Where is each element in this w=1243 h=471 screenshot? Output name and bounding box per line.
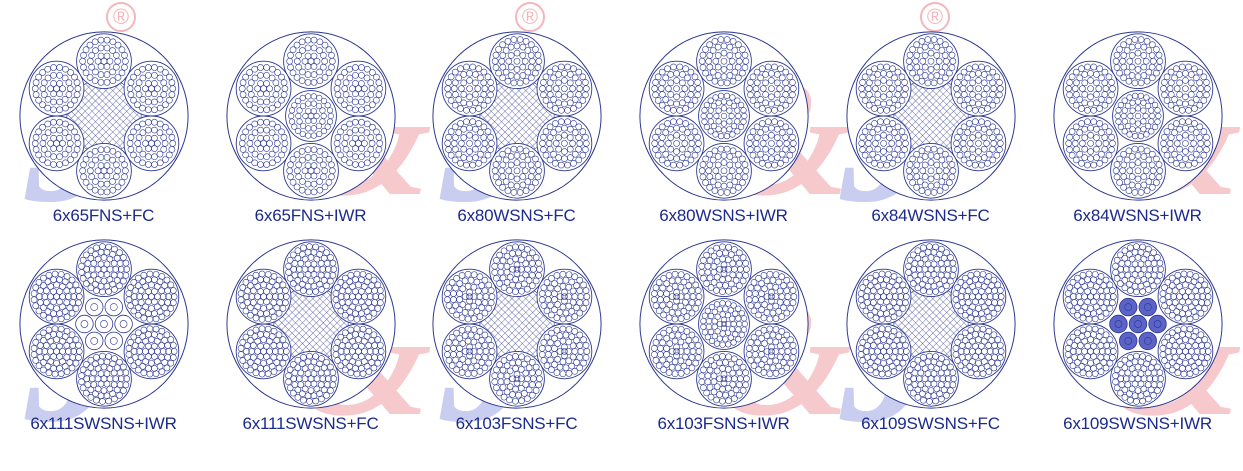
rope-label: 6x80WSNS+IWR [659,206,788,225]
rope-diagram: 6x84WSNS+FC [827,28,1034,226]
rope-label: 6x65FNS+FC [52,206,155,225]
registered-mark-icon: ® [515,2,545,32]
rope-cross-section [225,31,396,201]
rope-diagram: 6x80WSNS+FC [413,28,620,226]
rope-diagram: 6x111SWSNS+FC [207,236,414,434]
rope-diagram: 6x84WSNS+IWR [1034,28,1241,226]
rope-label: 6x80WSNS+FC [457,206,576,225]
rope-diagram: 6x65FNS+IWR [207,28,414,226]
rope-label: 6x84WSNS+IWR [1073,206,1202,225]
rope-cross-section [638,31,809,201]
registered-mark-icon: ® [106,2,136,32]
rope-label: 6x109SWSNS+IWR [1063,414,1212,433]
rope-diagram: 6x80WSNS+IWR [620,28,827,226]
rope-diagram: 6x111SWSNS+IWR [0,236,207,434]
rope-cross-section [431,31,602,201]
rope-diagram: 6x103FSNS+FC [413,236,620,434]
rope-label: 6x111SWSNS+IWR [30,414,177,433]
rope-label: 6x111SWSNS+FC [242,414,379,433]
rope-diagram: 6x103FSNS+IWR [620,236,827,434]
rope-cross-section [638,239,809,409]
rope-cross-section [18,239,189,409]
registered-mark-icon: ® [920,2,950,32]
rope-diagram: 6x109SWSNS+FC [827,236,1034,434]
rope-cross-section-grid: 6x65FNS+FC 6x65FNS+IWR 6x80WSNS+FC 6x80WSNS… [0,28,1241,433]
rope-cross-section [1052,31,1223,201]
rope-cross-section [431,239,602,409]
rope-label: 6x103FSNS+IWR [657,414,790,433]
rope-diagram: 6x109SWSNS+IWR [1034,236,1241,434]
rope-label: 6x103FSNS+FC [455,414,578,433]
rope-label: 6x109SWSNS+FC [861,414,1000,433]
rope-cross-section [845,239,1016,409]
rope-cross-section [18,31,189,201]
rope-cross-section [845,31,1016,201]
rope-label: 6x84WSNS+FC [871,206,990,225]
rope-cross-section [1052,239,1223,409]
rope-diagram: 6x65FNS+FC [0,28,207,226]
rope-label: 6x65FNS+IWR [254,206,367,225]
rope-cross-section [225,239,396,409]
